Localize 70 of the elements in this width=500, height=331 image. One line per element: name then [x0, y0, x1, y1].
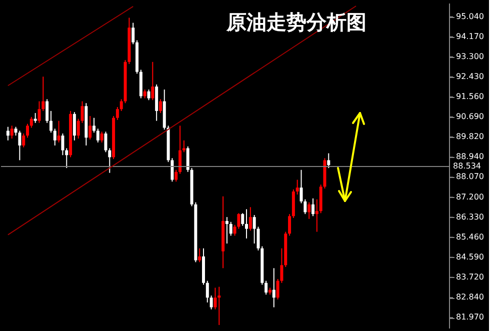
candlestick [18, 130, 22, 161]
candlestick [147, 89, 150, 101]
candlestick [42, 76, 45, 112]
y-tick-label: 83.720 [456, 272, 484, 282]
candlestick [88, 116, 92, 140]
candlestick [182, 140, 186, 153]
candlestick [158, 98, 162, 114]
candlestick [288, 214, 292, 236]
candlestick [96, 128, 100, 143]
candlestick [10, 125, 14, 140]
candlestick [308, 202, 311, 220]
candlestick [104, 131, 108, 153]
y-tick-label: 82.840 [456, 292, 484, 302]
candlestick [327, 152, 330, 169]
candlestick [57, 120, 60, 143]
y-tick-label: 92.430 [456, 72, 484, 81]
candlestick [214, 287, 217, 310]
candlestick [26, 123, 30, 138]
candlestick [132, 22, 135, 45]
candlestick [46, 98, 49, 124]
candlestick [186, 146, 190, 172]
candlestick [116, 106, 119, 120]
candlestick [151, 61, 154, 101]
candlestick [206, 280, 209, 303]
y-tick-label: 88.940 [456, 152, 484, 162]
candlestick [100, 131, 104, 143]
candlestick [311, 198, 314, 217]
y-tick-label: 86.330 [456, 212, 484, 222]
y-tick-label: 95.040 [456, 12, 484, 21]
candlestick [22, 133, 26, 148]
y-tick-label: 88.070 [456, 172, 484, 182]
candlestick [120, 98, 123, 112]
candlestick [241, 212, 244, 226]
candlestick [296, 179, 299, 195]
candlestick [72, 112, 76, 141]
candlestick [264, 280, 268, 296]
candlestick [248, 206, 252, 232]
candlestick [76, 118, 80, 140]
chart-title: 原油走势分析图 [226, 10, 367, 34]
candlestick [38, 100, 41, 124]
candlestick [30, 116, 33, 128]
candlestick [198, 248, 202, 263]
candlestick [225, 216, 228, 244]
candlestick [245, 208, 248, 239]
y-tick-label: 87.200 [456, 192, 484, 202]
y-tick-label: 93.300 [456, 52, 484, 61]
y-tick-label: 90.690 [456, 112, 484, 121]
candlestick [61, 133, 64, 156]
candlestick [92, 117, 96, 134]
y-tick-label: 91.560 [456, 92, 484, 101]
candlestick [229, 221, 232, 236]
y-tick-label: 89.820 [456, 132, 484, 141]
y-tick-label: 84.590 [456, 252, 484, 262]
y-tick-label: 81.970 [456, 312, 484, 322]
candlestick [315, 198, 318, 232]
candlestick [218, 286, 221, 326]
candlestick [53, 128, 56, 146]
candlestick [80, 100, 84, 124]
y-tick-label: 94.170 [456, 32, 484, 41]
y-tick-label: 85.460 [456, 232, 484, 242]
candlestick [34, 112, 37, 124]
candlestick [6, 126, 10, 141]
candlestick [178, 125, 182, 174]
candlestick [174, 169, 178, 182]
candlestick [108, 148, 112, 174]
candlestick [210, 295, 213, 310]
candlestick [65, 148, 68, 169]
ref-line-label: 88.534 [453, 162, 481, 171]
candlestick [49, 110, 52, 134]
candlestick [272, 268, 276, 308]
